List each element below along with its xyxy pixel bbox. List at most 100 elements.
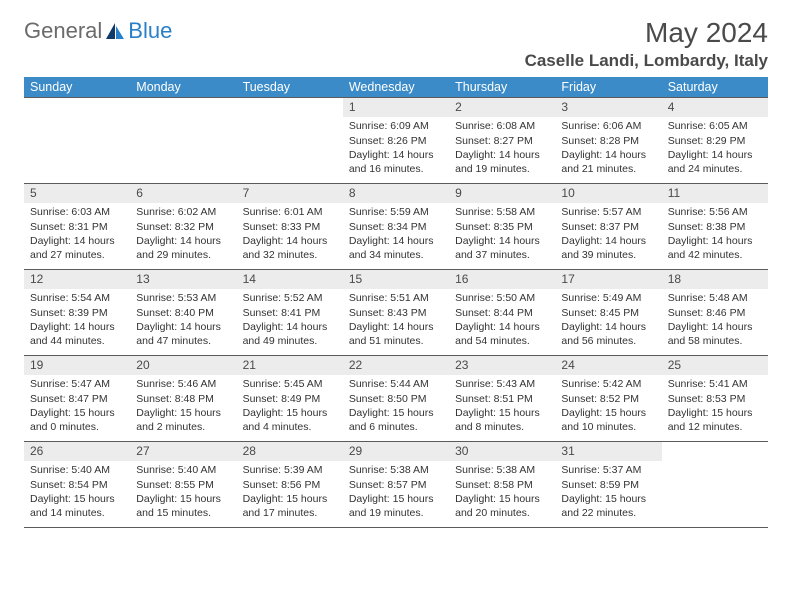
day-number: 22 xyxy=(343,356,449,376)
day-cell: 10Sunrise: 5:57 AMSunset: 8:37 PMDayligh… xyxy=(555,183,661,269)
day-line-d1: Daylight: 14 hours xyxy=(668,320,762,334)
day-number: 31 xyxy=(555,442,661,462)
day-line-d2: and 20 minutes. xyxy=(455,506,549,520)
day-line-sr: Sunrise: 5:48 AM xyxy=(668,291,762,305)
day-line-sr: Sunrise: 5:38 AM xyxy=(455,463,549,477)
day-number: 7 xyxy=(237,184,343,204)
day-cell: 20Sunrise: 5:46 AMSunset: 8:48 PMDayligh… xyxy=(130,355,236,441)
day-body: Sunrise: 5:57 AMSunset: 8:37 PMDaylight:… xyxy=(555,203,661,266)
day-line-d2: and 34 minutes. xyxy=(349,248,443,262)
day-line-d1: Daylight: 15 hours xyxy=(243,492,337,506)
day-cell: 29Sunrise: 5:38 AMSunset: 8:57 PMDayligh… xyxy=(343,441,449,527)
day-line-d2: and 14 minutes. xyxy=(30,506,124,520)
day-cell xyxy=(662,441,768,527)
day-line-ss: Sunset: 8:53 PM xyxy=(668,392,762,406)
day-body: Sunrise: 5:40 AMSunset: 8:55 PMDaylight:… xyxy=(130,461,236,524)
day-cell: 23Sunrise: 5:43 AMSunset: 8:51 PMDayligh… xyxy=(449,355,555,441)
day-body: Sunrise: 5:37 AMSunset: 8:59 PMDaylight:… xyxy=(555,461,661,524)
day-line-d1: Daylight: 14 hours xyxy=(561,148,655,162)
day-line-sr: Sunrise: 5:44 AM xyxy=(349,377,443,391)
day-line-sr: Sunrise: 5:54 AM xyxy=(30,291,124,305)
day-cell: 13Sunrise: 5:53 AMSunset: 8:40 PMDayligh… xyxy=(130,269,236,355)
day-number: 26 xyxy=(24,442,130,462)
day-line-d2: and 27 minutes. xyxy=(30,248,124,262)
day-header-row: Sunday Monday Tuesday Wednesday Thursday… xyxy=(24,77,768,98)
day-line-d2: and 19 minutes. xyxy=(455,162,549,176)
day-number: 23 xyxy=(449,356,555,376)
day-line-d2: and 21 minutes. xyxy=(561,162,655,176)
day-line-sr: Sunrise: 6:03 AM xyxy=(30,205,124,219)
day-body: Sunrise: 5:43 AMSunset: 8:51 PMDaylight:… xyxy=(449,375,555,438)
day-line-d1: Daylight: 14 hours xyxy=(243,234,337,248)
day-line-ss: Sunset: 8:33 PM xyxy=(243,220,337,234)
day-line-d2: and 12 minutes. xyxy=(668,420,762,434)
logo-text-blue: Blue xyxy=(128,18,172,44)
day-line-sr: Sunrise: 5:50 AM xyxy=(455,291,549,305)
day-body: Sunrise: 5:45 AMSunset: 8:49 PMDaylight:… xyxy=(237,375,343,438)
calendar-table: Sunday Monday Tuesday Wednesday Thursday… xyxy=(24,77,768,528)
day-cell: 19Sunrise: 5:47 AMSunset: 8:47 PMDayligh… xyxy=(24,355,130,441)
day-header: Sunday xyxy=(24,77,130,98)
day-line-d1: Daylight: 15 hours xyxy=(136,406,230,420)
day-cell: 14Sunrise: 5:52 AMSunset: 8:41 PMDayligh… xyxy=(237,269,343,355)
day-line-d2: and 8 minutes. xyxy=(455,420,549,434)
day-line-ss: Sunset: 8:29 PM xyxy=(668,134,762,148)
day-line-d2: and 0 minutes. xyxy=(30,420,124,434)
day-line-d2: and 17 minutes. xyxy=(243,506,337,520)
day-line-ss: Sunset: 8:57 PM xyxy=(349,478,443,492)
day-line-d2: and 32 minutes. xyxy=(243,248,337,262)
day-line-ss: Sunset: 8:54 PM xyxy=(30,478,124,492)
day-number: 14 xyxy=(237,270,343,290)
day-line-d1: Daylight: 14 hours xyxy=(455,148,549,162)
day-line-sr: Sunrise: 6:08 AM xyxy=(455,119,549,133)
day-number: 3 xyxy=(555,98,661,118)
day-number: 19 xyxy=(24,356,130,376)
day-line-d2: and 58 minutes. xyxy=(668,334,762,348)
day-line-d2: and 51 minutes. xyxy=(349,334,443,348)
day-line-d1: Daylight: 14 hours xyxy=(349,234,443,248)
day-line-d2: and 54 minutes. xyxy=(455,334,549,348)
day-body: Sunrise: 5:42 AMSunset: 8:52 PMDaylight:… xyxy=(555,375,661,438)
day-header: Friday xyxy=(555,77,661,98)
day-body: Sunrise: 5:39 AMSunset: 8:56 PMDaylight:… xyxy=(237,461,343,524)
day-line-ss: Sunset: 8:49 PM xyxy=(243,392,337,406)
day-line-ss: Sunset: 8:46 PM xyxy=(668,306,762,320)
day-header: Thursday xyxy=(449,77,555,98)
day-line-sr: Sunrise: 5:38 AM xyxy=(349,463,443,477)
day-line-sr: Sunrise: 6:01 AM xyxy=(243,205,337,219)
logo-text-general: General xyxy=(24,18,102,44)
day-header: Tuesday xyxy=(237,77,343,98)
day-line-ss: Sunset: 8:48 PM xyxy=(136,392,230,406)
day-number: 15 xyxy=(343,270,449,290)
day-cell: 21Sunrise: 5:45 AMSunset: 8:49 PMDayligh… xyxy=(237,355,343,441)
day-line-d1: Daylight: 14 hours xyxy=(455,320,549,334)
day-line-d2: and 4 minutes. xyxy=(243,420,337,434)
day-body: Sunrise: 5:44 AMSunset: 8:50 PMDaylight:… xyxy=(343,375,449,438)
day-line-ss: Sunset: 8:43 PM xyxy=(349,306,443,320)
day-cell: 5Sunrise: 6:03 AMSunset: 8:31 PMDaylight… xyxy=(24,183,130,269)
calendar-body: 1Sunrise: 6:09 AMSunset: 8:26 PMDaylight… xyxy=(24,97,768,527)
day-line-ss: Sunset: 8:27 PM xyxy=(455,134,549,148)
day-line-d2: and 15 minutes. xyxy=(136,506,230,520)
day-cell: 17Sunrise: 5:49 AMSunset: 8:45 PMDayligh… xyxy=(555,269,661,355)
day-line-d1: Daylight: 14 hours xyxy=(349,148,443,162)
day-number: 4 xyxy=(662,98,768,118)
day-body: Sunrise: 5:50 AMSunset: 8:44 PMDaylight:… xyxy=(449,289,555,352)
week-row: 19Sunrise: 5:47 AMSunset: 8:47 PMDayligh… xyxy=(24,355,768,441)
day-number: 12 xyxy=(24,270,130,290)
day-number: 11 xyxy=(662,184,768,204)
logo: General Blue xyxy=(24,18,172,44)
day-line-ss: Sunset: 8:59 PM xyxy=(561,478,655,492)
day-line-d1: Daylight: 14 hours xyxy=(561,320,655,334)
day-body: Sunrise: 6:09 AMSunset: 8:26 PMDaylight:… xyxy=(343,117,449,180)
day-body: Sunrise: 5:38 AMSunset: 8:57 PMDaylight:… xyxy=(343,461,449,524)
day-line-d1: Daylight: 15 hours xyxy=(455,492,549,506)
logo-sail-icon xyxy=(104,21,126,41)
week-row: 5Sunrise: 6:03 AMSunset: 8:31 PMDaylight… xyxy=(24,183,768,269)
day-line-ss: Sunset: 8:41 PM xyxy=(243,306,337,320)
day-body: Sunrise: 5:56 AMSunset: 8:38 PMDaylight:… xyxy=(662,203,768,266)
day-header: Wednesday xyxy=(343,77,449,98)
day-cell: 16Sunrise: 5:50 AMSunset: 8:44 PMDayligh… xyxy=(449,269,555,355)
day-line-ss: Sunset: 8:50 PM xyxy=(349,392,443,406)
day-line-d2: and 29 minutes. xyxy=(136,248,230,262)
